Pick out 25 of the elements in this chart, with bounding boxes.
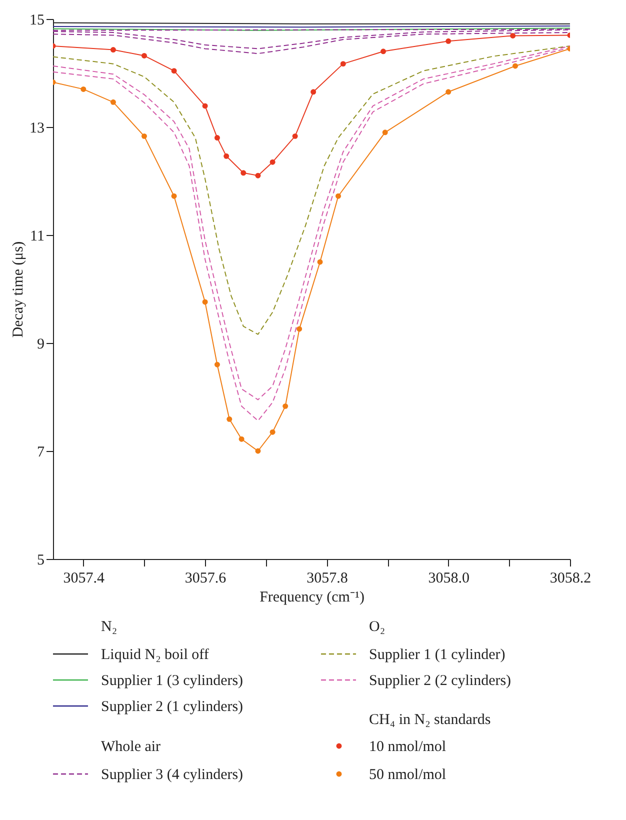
y-tick-label: 15 — [30, 12, 44, 28]
x-tick-label: 3058.0 — [428, 570, 470, 586]
x-tick-label: 3057.8 — [306, 570, 348, 586]
legend-label: 10 nmol/mol — [369, 739, 446, 755]
y-tick-label: 5 — [37, 552, 44, 568]
legend-label: Supplier 1 (1 cylinder) — [369, 647, 506, 663]
y-tick-label: 7 — [37, 444, 45, 460]
y-tick-label: 13 — [30, 120, 44, 136]
y-axis-title: Decay time (μs) — [10, 241, 26, 338]
text: Whole air — [101, 739, 161, 755]
legend-label: Supplier 3 (4 cylinders) — [101, 767, 244, 783]
x-tick-label: 3057.6 — [184, 570, 227, 586]
legend-label: Supplier 2 (2 cylinders) — [369, 673, 512, 689]
x-tick-label: 3058.2 — [550, 570, 592, 586]
y-tick-label: 9 — [37, 336, 44, 352]
legend-label: Supplier 2 (1 cylinders) — [101, 699, 244, 715]
legend-label: Liquid N₂ boil off — [101, 647, 209, 663]
text: CH₄ in N₂ standards — [369, 712, 491, 728]
legend-label: Supplier 1 (3 cylinders) — [101, 673, 244, 689]
x-tick-label: 3057.4 — [63, 570, 106, 586]
legend-label: 50 nmol/mol — [369, 767, 446, 783]
x-axis-title: Frequency (cm⁻¹) — [260, 590, 364, 606]
text: N₂ — [101, 619, 118, 635]
y-tick-label: 11 — [30, 228, 44, 244]
text: O₂ — [369, 619, 386, 635]
